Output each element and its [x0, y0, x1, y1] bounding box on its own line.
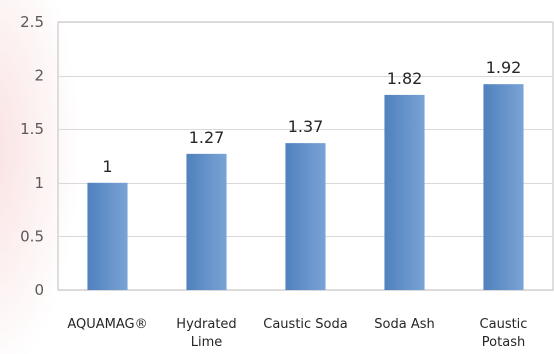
data-label: 1.82	[387, 69, 423, 88]
data-label: 1.92	[486, 58, 522, 77]
y-axis: 0 0.5 1 1.5 2 2.5	[20, 13, 44, 299]
x-tick-label: Caustic Potash	[480, 317, 528, 350]
data-label: 1.27	[189, 128, 225, 147]
bars	[87, 84, 524, 291]
bar	[87, 182, 128, 290]
x-axis: AQUAMAG® Hydrated Lime Caustic Soda Soda Ash…	[67, 317, 527, 350]
x-tick-label: Soda Ash	[374, 317, 434, 332]
y-tick-label: 0	[34, 281, 44, 299]
y-tick-label: 2	[34, 67, 44, 85]
y-tick-label: 0.5	[20, 227, 44, 245]
data-labels: 1 1.27 1.37 1.82 1.92	[102, 58, 521, 176]
y-tick-label: 2.5	[20, 13, 44, 31]
x-tick-label: Caustic Soda	[263, 317, 347, 332]
data-label: 1.37	[288, 117, 324, 136]
y-tick-label: 1.5	[20, 120, 44, 138]
bar	[285, 143, 326, 290]
bar	[186, 153, 227, 290]
gridlines	[58, 22, 553, 291]
bar	[483, 84, 524, 291]
data-label: 1	[102, 157, 112, 176]
bar	[384, 94, 425, 291]
y-tick-label: 1	[34, 174, 44, 192]
x-tick-label: AQUAMAG®	[67, 317, 147, 332]
x-tick-label: Hydrated Lime	[176, 317, 236, 350]
